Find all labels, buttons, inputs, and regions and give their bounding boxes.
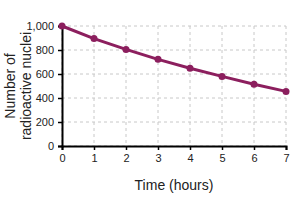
grid-line-y bbox=[62, 74, 286, 75]
grid bbox=[62, 26, 286, 146]
x-tick: 7 bbox=[283, 146, 289, 164]
y-tick: 800 bbox=[36, 44, 62, 56]
plot: 0 1 2 3 4 5 6 7 0 200 400 600 800 1,000 bbox=[26, 20, 289, 164]
x-tick-mark bbox=[94, 146, 96, 150]
point bbox=[219, 73, 226, 80]
x-tick-label: 6 bbox=[251, 152, 257, 164]
y-axis-title: Number ofradioactive nuclei bbox=[2, 32, 34, 140]
point bbox=[59, 23, 66, 30]
x-tick-mark bbox=[254, 146, 256, 150]
x-tick: 5 bbox=[219, 146, 225, 164]
x-tick-mark bbox=[222, 146, 224, 150]
point bbox=[91, 35, 98, 42]
x-tick: 6 bbox=[251, 146, 257, 164]
x-tick-mark bbox=[286, 146, 288, 150]
x-tick-label: 1 bbox=[91, 152, 97, 164]
x-tick-mark bbox=[158, 146, 160, 150]
grid-line-x bbox=[286, 26, 287, 146]
x-tick-label: 3 bbox=[155, 152, 161, 164]
x-tick: 3 bbox=[155, 146, 161, 164]
line bbox=[62, 26, 286, 91]
y-tick-mark bbox=[58, 146, 62, 148]
y-tick: 0 bbox=[48, 140, 62, 152]
y-tick-label: 0 bbox=[48, 140, 54, 152]
grid-line-x bbox=[158, 26, 159, 146]
y-tick-label: 1,000 bbox=[26, 20, 54, 32]
point bbox=[123, 46, 130, 53]
grid-line-y bbox=[62, 122, 286, 123]
x-tick-label: 7 bbox=[283, 152, 289, 164]
x-tick-label: 0 bbox=[59, 152, 65, 164]
y-tick-label: 400 bbox=[36, 92, 54, 104]
x-tick-mark bbox=[190, 146, 192, 150]
grid-line-x bbox=[222, 26, 223, 146]
x-tick-label: 2 bbox=[123, 152, 129, 164]
point bbox=[155, 56, 162, 63]
y-tick-label: 800 bbox=[36, 44, 54, 56]
x-tick-mark bbox=[126, 146, 128, 150]
grid-line-x bbox=[126, 26, 127, 146]
y-tick-label: 600 bbox=[36, 68, 54, 80]
y-tick-mark bbox=[58, 122, 62, 124]
x-tick: 4 bbox=[187, 146, 193, 164]
y-tick-label: 200 bbox=[36, 116, 54, 128]
y-tick: 1,000 bbox=[26, 20, 62, 32]
x-tick: 1 bbox=[91, 146, 97, 164]
y-tick-mark bbox=[58, 74, 62, 76]
x-axis-line bbox=[63, 147, 287, 151]
series bbox=[59, 23, 290, 95]
y-tick-mark bbox=[58, 98, 62, 100]
x-tick: 2 bbox=[123, 146, 129, 164]
point bbox=[251, 81, 258, 88]
point bbox=[283, 88, 290, 95]
y-axis-line bbox=[58, 27, 63, 147]
grid-line-y bbox=[62, 98, 286, 99]
grid-line-x bbox=[190, 26, 191, 146]
grid-line-y bbox=[62, 50, 286, 51]
y-tick: 200 bbox=[36, 116, 62, 128]
x-axis-title: Time (hours) bbox=[135, 177, 214, 193]
chart: 0 1 2 3 4 5 6 7 0 200 400 600 800 1,000 Time (hours) Nu… bbox=[0, 0, 304, 200]
grid-line-x bbox=[94, 26, 95, 146]
grid-line-y bbox=[62, 26, 286, 27]
x-tick: 0 bbox=[59, 146, 65, 164]
y-tick: 600 bbox=[36, 68, 62, 80]
y-tick-mark bbox=[58, 50, 62, 52]
x-tick-label: 4 bbox=[187, 152, 193, 164]
y-tick: 400 bbox=[36, 92, 62, 104]
x-axis: 0 1 2 3 4 5 6 7 bbox=[59, 146, 289, 164]
point bbox=[187, 65, 194, 72]
x-tick-label: 5 bbox=[219, 152, 225, 164]
